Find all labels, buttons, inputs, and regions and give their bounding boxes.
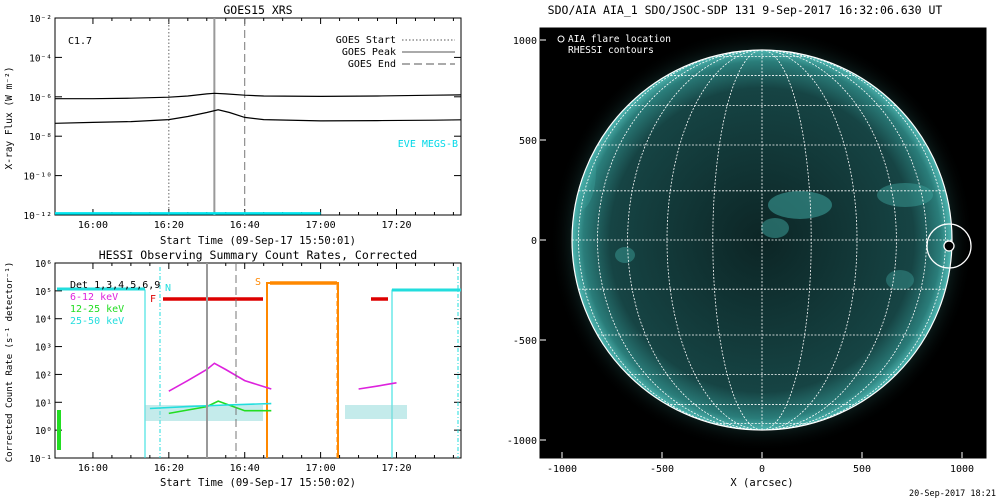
x-tick-label: 17:20 (381, 463, 411, 474)
grid-meridian (666, 50, 763, 430)
hessi-night-cyan-right (391, 289, 460, 458)
y-tick-label: 10⁻¹ (29, 454, 52, 465)
y-tick-label: 10⁻⁸ (29, 132, 52, 143)
aia-flare-marker (926, 223, 972, 269)
aia-y-tick-label: -1000 (507, 436, 537, 447)
hessi-legend-6-12: 6-12 keV (70, 292, 118, 303)
y-tick-label: 10⁻¹² (23, 211, 52, 222)
hessi-flag-s: S (255, 277, 261, 288)
legend-goes-start: GOES Start (336, 35, 396, 46)
grid-meridian (761, 50, 897, 430)
aia-x-ticks: -1000 -500 0 500 1000 (547, 452, 974, 475)
hessi-x-label: Start Time (09-Sep-17 15:50:02) (160, 477, 356, 489)
hessi-y-ticks: 10⁻¹ 10⁰ 10¹ 10² 10³ 10⁴ 10⁵ 10⁶ (29, 259, 461, 465)
goes-y-label: X-ray Flux (W m⁻²) (4, 67, 15, 170)
hessi-saa-box (266, 282, 339, 458)
grid-meridian (761, 50, 858, 430)
aia-x-tick-label: -1000 (547, 464, 577, 475)
x-tick-label: 16:40 (230, 463, 260, 474)
legend-goes-end: GOES End (348, 59, 396, 70)
aia-x-tick-label: -500 (650, 464, 674, 475)
goes-event-lines (168, 18, 246, 215)
hessi-series-line-2 (168, 400, 272, 415)
aia-y-tick-label: 1000 (513, 36, 537, 47)
aia-axes-frame (539, 27, 987, 459)
goes-title: GOES15 XRS (223, 3, 292, 17)
y-tick-label: 10⁻⁶ (29, 93, 52, 104)
x-tick-label: 16:00 (78, 220, 108, 231)
hessi-flag-n: N (165, 283, 171, 294)
aia-flare-location-point (943, 240, 955, 252)
aia-x-tick-label: 500 (853, 464, 871, 475)
goes-panel: GOES15 XRS 16:00 16:20 16:40 17:00 17:20 10⁻… (4, 3, 462, 247)
y-tick-label: 10¹ (35, 398, 52, 409)
hessi-series-line-0 (168, 362, 272, 392)
legend-goes-peak: GOES Peak (342, 47, 396, 58)
hessi-legend-title: Det 1,3,4,5,6,9 (70, 280, 160, 291)
y-tick-label: 10⁻¹⁰ (23, 172, 52, 183)
rhessi-contour (926, 223, 972, 269)
grid-meridian (761, 50, 946, 430)
goes-x-label: Start Time (09-Sep-17 15:50:01) (160, 235, 356, 247)
y-tick-label: 10³ (35, 343, 52, 354)
hessi-early-spike (57, 410, 61, 450)
hessi-noise-band (145, 405, 263, 421)
goes-axes-frame (54, 17, 462, 216)
aia-y-ticks: 1000 500 0 -500 -1000 (507, 36, 546, 447)
x-tick-label: 16:40 (230, 220, 260, 231)
hessi-legend-12-25: 12-25 keV (70, 304, 124, 315)
y-tick-label: 10⁶ (35, 259, 52, 270)
footer-timestamp: 20-Sep-2017 18:21 (909, 489, 996, 499)
goes-series-line-0 (55, 92, 461, 100)
y-tick-label: 10⁻² (29, 14, 52, 25)
goes-series (55, 92, 461, 215)
hessi-y-label: Corrected Count Rate (s⁻¹ detector⁻¹) (5, 262, 15, 462)
aia-legend-rhessi: RHESSI contours (568, 45, 654, 56)
x-tick-label: 17:00 (306, 220, 336, 231)
goes-y-ticks: 10⁻¹² 10⁻¹⁰ 10⁻⁸ 10⁻⁶ 10⁻⁴ 10⁻² (23, 14, 461, 222)
grid-meridian (761, 50, 927, 430)
hessi-panel: HESSI Observing Summary Count Rates, Cor… (5, 248, 462, 489)
goes-x-ticks: 16:00 16:20 16:40 17:00 17:20 (78, 18, 454, 231)
goes-legend: GOES Start GOES Peak GOES End (336, 35, 455, 70)
y-tick-label: 10⁻⁴ (29, 53, 52, 64)
x-tick-label: 16:00 (78, 463, 108, 474)
hessi-plot-area (57, 263, 461, 458)
y-tick-label: 10² (35, 370, 52, 381)
aia-x-label: X (arcsec) (730, 477, 793, 489)
solar-limb (571, 49, 953, 431)
heliographic-grid (572, 50, 952, 430)
x-tick-label: 16:20 (154, 463, 184, 474)
grid-meridian (597, 50, 763, 430)
goes-series-line-1 (55, 109, 461, 124)
aia-title: SDO/AIA AIA_1 SDO/JSOC-SDP 131 9-Sep-201… (548, 3, 943, 17)
hessi-axes-frame (54, 262, 462, 459)
goes-flare-class: C1.7 (68, 36, 92, 47)
aia-legend-flare: AIA flare location (568, 34, 671, 45)
aia-legend-circle-icon (557, 35, 565, 43)
x-tick-label: 16:20 (154, 220, 184, 231)
x-tick-label: 17:00 (306, 463, 336, 474)
hessi-noise-band-late (345, 405, 407, 419)
hessi-series-line-1 (358, 382, 397, 390)
grid-meridian (578, 50, 763, 430)
aia-panel: SDO/AIA AIA_1 SDO/JSOC-SDP 131 9-Sep-201… (507, 3, 987, 489)
grid-meridian (627, 50, 763, 430)
aia-x-tick-label: 1000 (950, 464, 974, 475)
y-tick-label: 10⁰ (35, 426, 52, 437)
y-tick-label: 10⁴ (35, 315, 52, 326)
x-tick-label: 17:20 (381, 220, 411, 231)
hessi-x-ticks: 16:00 16:20 16:40 17:00 17:20 (78, 263, 454, 474)
goes-eve-label: EVE MEGS-B (398, 139, 458, 150)
hessi-legend-25-50: 25-50 keV (70, 316, 124, 327)
aia-x-tick-label: 0 (759, 464, 765, 475)
aia-y-tick-label: 500 (519, 136, 537, 147)
hessi-title: HESSI Observing Summary Count Rates, Cor… (99, 248, 418, 262)
hessi-flag-f: F (150, 294, 156, 305)
y-tick-label: 10⁵ (35, 287, 52, 298)
aia-y-tick-label: 0 (531, 236, 537, 247)
aia-y-tick-label: -500 (513, 336, 537, 347)
